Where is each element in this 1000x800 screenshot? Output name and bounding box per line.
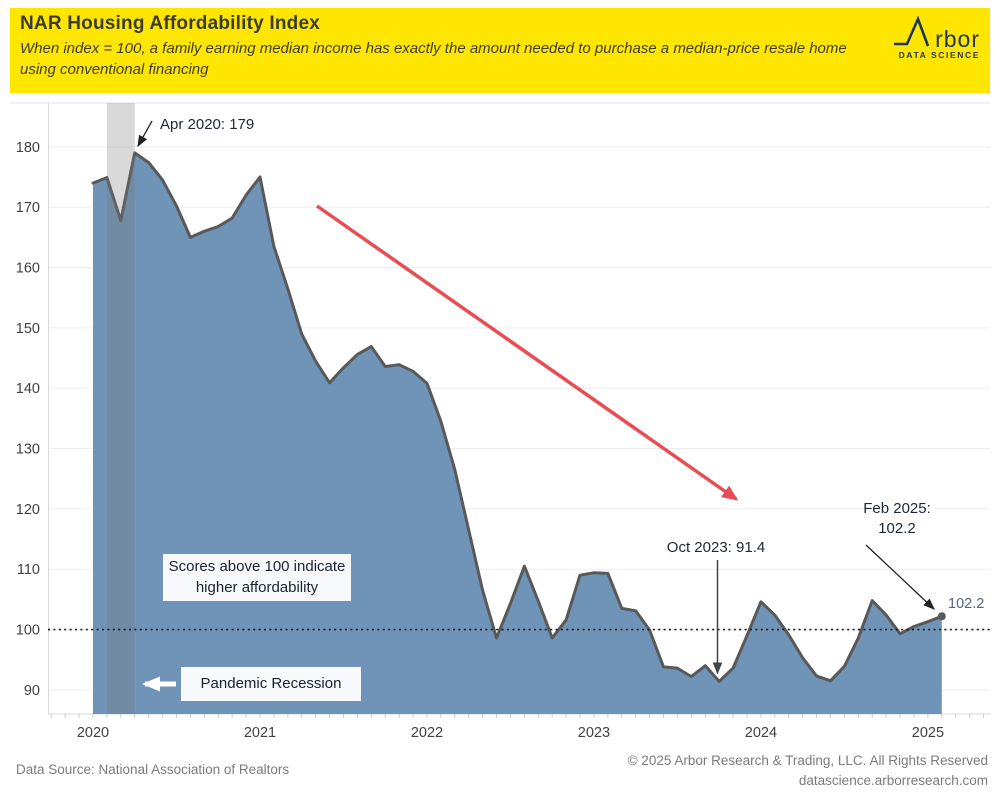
copyright-text: © 2025 Arbor Research & Trading, LLC. Al… [627, 753, 988, 768]
arbor-logo: rbor DATA SCIENCE [893, 16, 980, 60]
downtrend-arrow [315, 204, 739, 501]
arbor-peak-icon [894, 16, 930, 47]
x-tick-label-2023: 2023 [578, 725, 610, 741]
y-tick-label-140: 140 [16, 381, 40, 397]
y-tick-label-90: 90 [24, 683, 40, 699]
arbor-logo-tagline: DATA SCIENCE [898, 50, 980, 60]
y-tick-label-150: 150 [16, 321, 40, 337]
x-tick-label-2020: 2020 [77, 725, 109, 741]
page-title: NAR Housing Affordability Index [20, 13, 320, 34]
footer-attribution: © 2025 Arbor Research & Trading, LLC. Al… [628, 751, 988, 790]
page-subtitle: When index = 100, a family earning media… [20, 40, 847, 78]
header-banner: NAR Housing Affordability Index When ind… [10, 8, 990, 93]
x-tick-label-2021: 2021 [244, 725, 276, 741]
annotation-feb-2025-line1: Feb 2025: [863, 500, 931, 517]
affordability-line [91, 151, 944, 683]
y-tick-label-180: 180 [16, 140, 40, 156]
annotation-feb-2025-line2: 102.2 [878, 520, 916, 537]
x-tick-label-2022: 2022 [411, 725, 443, 741]
y-tick-label-100: 100 [16, 623, 40, 639]
y-tick-label-160: 160 [16, 261, 40, 277]
website-text: datascience.arborresearch.com [798, 772, 988, 788]
annotation-feb-2025-arrow [865, 544, 935, 610]
latest-value-label: 102.2 [948, 596, 984, 612]
pandemic-recession-callout: Pandemic Recession [181, 667, 361, 701]
latest-point-marker [937, 612, 946, 621]
y-tick-label-170: 170 [16, 200, 40, 216]
annotation-apr-2020-peak: Apr 2020: 179 [160, 116, 254, 133]
y-tick-label-130: 130 [16, 442, 40, 458]
y-tick-label-110: 110 [17, 562, 40, 578]
arbor-logo-text: rbor [935, 26, 980, 52]
x-tick-label-2025: 2025 [912, 725, 944, 741]
scores-note-callout: Scores above 100 indicate higher afforda… [163, 554, 351, 601]
data-source-note: Data Source: National Association of Rea… [16, 762, 290, 777]
x-tick-label-2024: 2024 [745, 725, 777, 741]
arbor-logo-row: rbor [893, 16, 980, 52]
y-tick-label-120: 120 [16, 502, 40, 518]
annotation-apr-2020-arrow [137, 120, 153, 148]
pandemic-recession-band [106, 103, 135, 714]
annotation-oct-2023-low: Oct 2023: 91.4 [667, 539, 765, 556]
